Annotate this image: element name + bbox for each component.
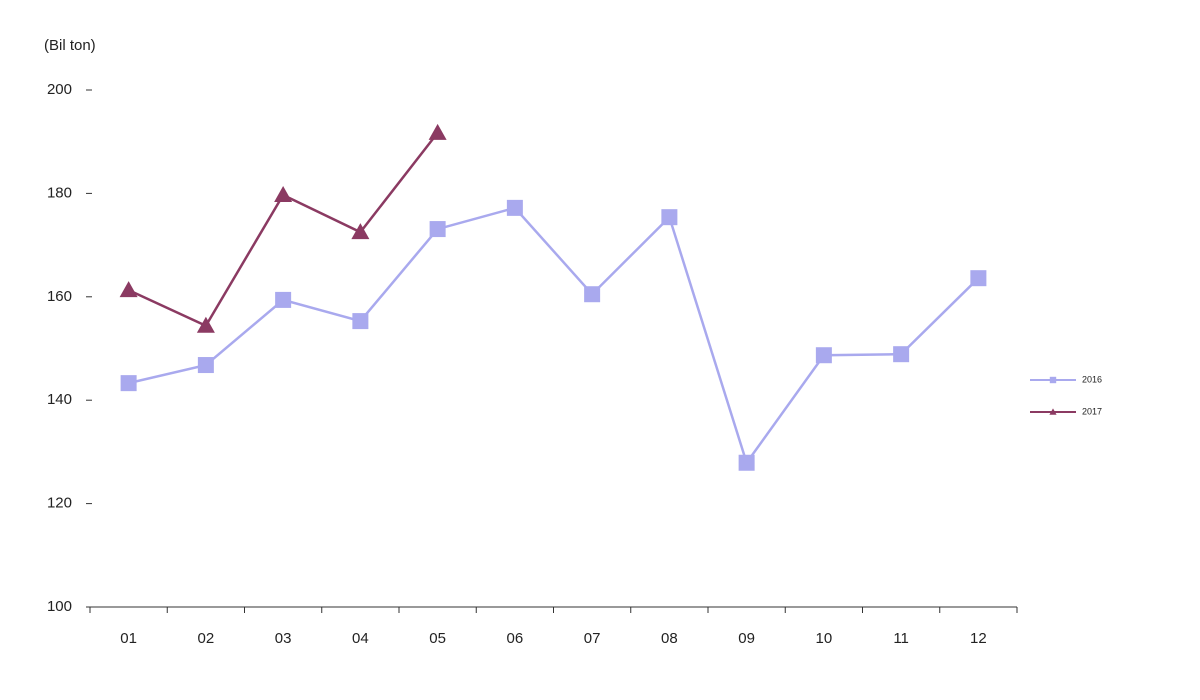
y-axis-label: (Bil ton) xyxy=(44,37,96,54)
data-point xyxy=(506,199,523,216)
x-tick-label: 01 xyxy=(120,630,137,647)
y-tick-label: 100 xyxy=(47,598,72,615)
legend-label: 2016 xyxy=(1082,374,1102,384)
y-tick-label: 180 xyxy=(47,184,72,201)
data-point xyxy=(352,313,369,330)
legend-marker xyxy=(1049,376,1057,384)
data-point xyxy=(351,223,370,240)
data-point xyxy=(661,209,678,226)
data-point xyxy=(274,185,293,202)
data-point xyxy=(197,357,214,374)
y-tick-label: 120 xyxy=(47,495,72,512)
data-point xyxy=(196,316,215,333)
y-tick-label: 160 xyxy=(47,288,72,305)
x-tick-label: 02 xyxy=(198,630,215,647)
series-line xyxy=(128,206,980,466)
data-point xyxy=(428,123,447,140)
legend-label: 2017 xyxy=(1082,406,1102,416)
y-tick-label: 140 xyxy=(47,391,72,408)
data-point xyxy=(738,454,755,471)
x-tick-label: 11 xyxy=(893,630,909,647)
x-tick-label: 04 xyxy=(352,630,369,647)
x-tick-label: 12 xyxy=(970,630,987,647)
data-point xyxy=(815,347,832,364)
data-point xyxy=(584,286,601,303)
data-point xyxy=(893,346,910,363)
x-tick-label: 08 xyxy=(661,630,678,647)
x-tick-label: 07 xyxy=(584,630,601,647)
y-tick-label: 200 xyxy=(47,81,72,98)
data-point xyxy=(429,221,446,238)
data-point xyxy=(275,291,292,308)
x-tick-label: 10 xyxy=(816,630,833,647)
x-tick-label: 05 xyxy=(429,630,446,647)
data-point xyxy=(119,281,138,298)
data-point xyxy=(120,375,137,392)
data-point xyxy=(970,270,987,287)
x-tick-label: 06 xyxy=(507,630,524,647)
x-tick-label: 09 xyxy=(738,630,755,647)
x-tick-label: 03 xyxy=(275,630,292,647)
legend-marker xyxy=(1049,408,1057,415)
